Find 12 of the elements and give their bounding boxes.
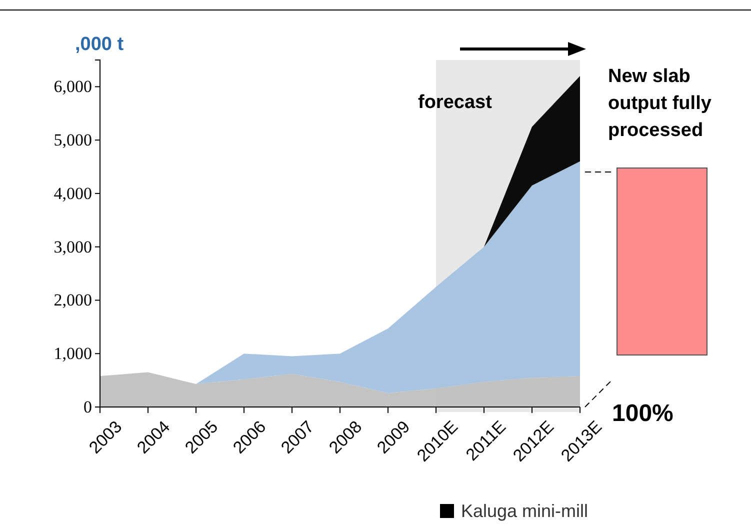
- y-axis-title: ,000 t: [75, 34, 124, 55]
- text: 100%: [612, 400, 674, 427]
- band-label: forecast: [418, 92, 493, 113]
- y-tick-label: 1,000: [54, 344, 92, 364]
- y-tick-label: 0: [84, 397, 92, 416]
- y-tick-label: 4,000: [54, 184, 92, 203]
- y-tick-label: 5,000: [54, 130, 92, 150]
- y-tick-label: 3,000: [54, 237, 92, 256]
- y-tick-label: 6,000: [54, 77, 92, 96]
- text: New slab output fully processed: [608, 66, 712, 141]
- legend-label: Kaluga mini-mill: [461, 501, 588, 521]
- y-tick-label: 2,000: [54, 290, 92, 310]
